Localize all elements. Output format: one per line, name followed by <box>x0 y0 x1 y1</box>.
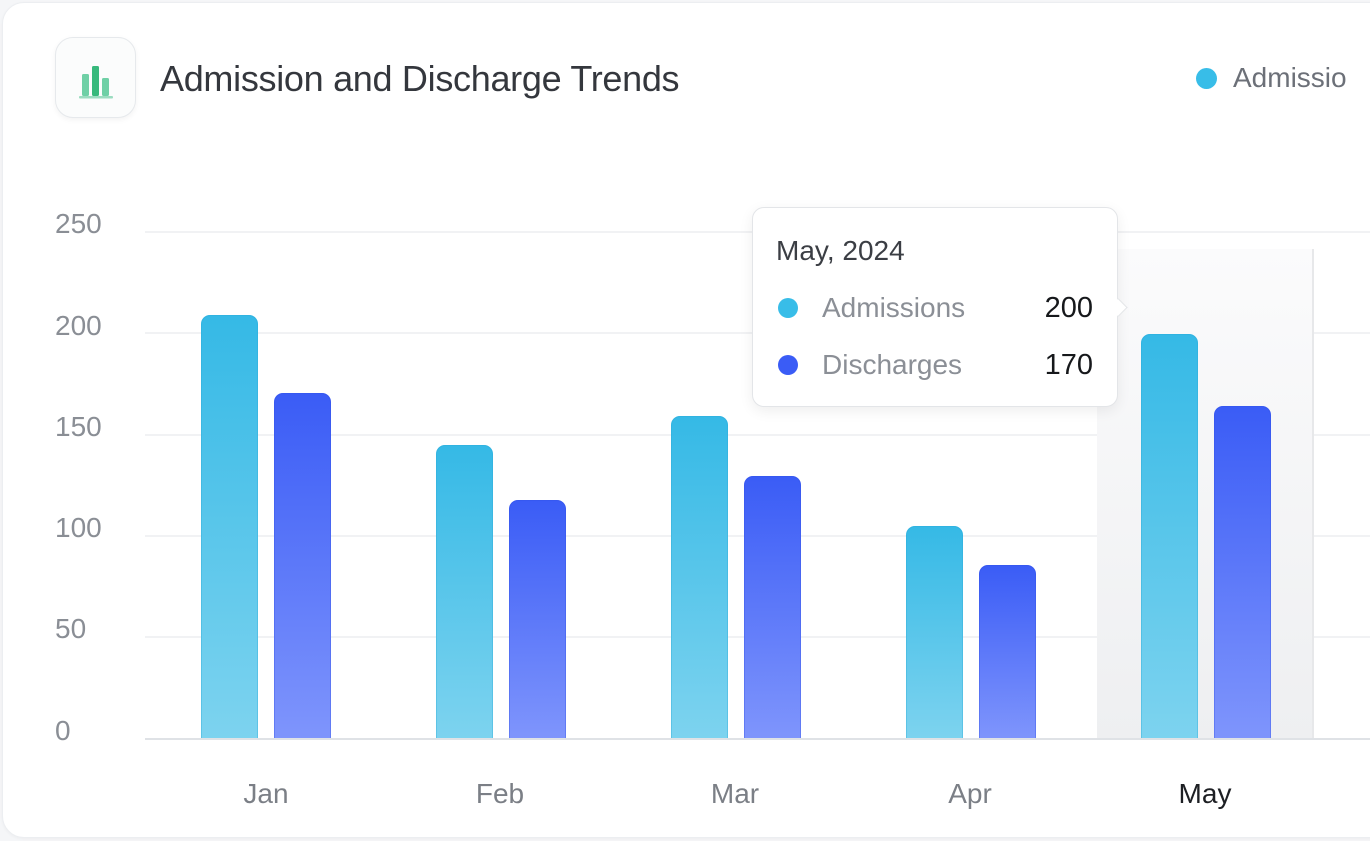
x-tick-jan: Jan <box>243 778 289 809</box>
admissions-legend-dot-icon <box>1196 67 1217 89</box>
bar-feb-discharges[interactable] <box>509 500 566 739</box>
bar-jan-admissions[interactable] <box>201 315 258 739</box>
discharges-dot-icon <box>778 355 798 375</box>
chart-tooltip: May, 2024 Admissions 200 Discharges 170 <box>752 207 1118 407</box>
bar-mar-discharges[interactable] <box>744 476 801 739</box>
bar-apr-discharges[interactable] <box>979 565 1036 739</box>
bar-may-discharges[interactable] <box>1214 406 1271 739</box>
x-tick-mar: Mar <box>710 778 760 809</box>
x-tick-apr: Apr <box>948 778 992 809</box>
chart-title: Admission and Discharge Trends <box>160 58 680 99</box>
hover-highlight-may <box>1097 249 1314 739</box>
y-tick: 50 <box>55 613 87 644</box>
tooltip-value: 200 <box>1044 291 1093 324</box>
tooltip-title: May, 2024 <box>776 235 905 266</box>
bar-mar-admissions[interactable] <box>671 416 728 739</box>
tooltip-row-discharges: Discharges 170 <box>778 348 1093 382</box>
tooltip-value: 170 <box>1044 348 1093 381</box>
x-axis-line <box>145 738 1370 740</box>
legend-item-admissions[interactable]: Admissio <box>1196 62 1347 94</box>
tooltip-label: Discharges <box>822 349 963 380</box>
x-tick-feb: Feb <box>475 778 525 809</box>
y-tick: 150 <box>55 411 102 442</box>
tooltip-row-admissions: Admissions 200 <box>778 291 1093 325</box>
y-tick: 250 <box>55 208 102 239</box>
admissions-dot-icon <box>778 298 798 318</box>
bar-apr-admissions[interactable] <box>906 526 963 739</box>
gridline-150 <box>145 434 1370 436</box>
bar-may-admissions[interactable] <box>1141 334 1198 739</box>
x-tick-may: May <box>1178 778 1232 809</box>
bar-feb-admissions[interactable] <box>436 445 493 739</box>
y-tick: 0 <box>55 715 71 746</box>
bar-jan-discharges[interactable] <box>274 393 331 739</box>
bar-chart-icon <box>79 66 113 99</box>
tooltip-label: Admissions <box>822 292 966 323</box>
y-tick: 100 <box>55 512 102 543</box>
legend-label: Admissio <box>1233 62 1347 93</box>
chart-icon-badge <box>55 37 136 118</box>
y-tick: 200 <box>55 310 102 341</box>
